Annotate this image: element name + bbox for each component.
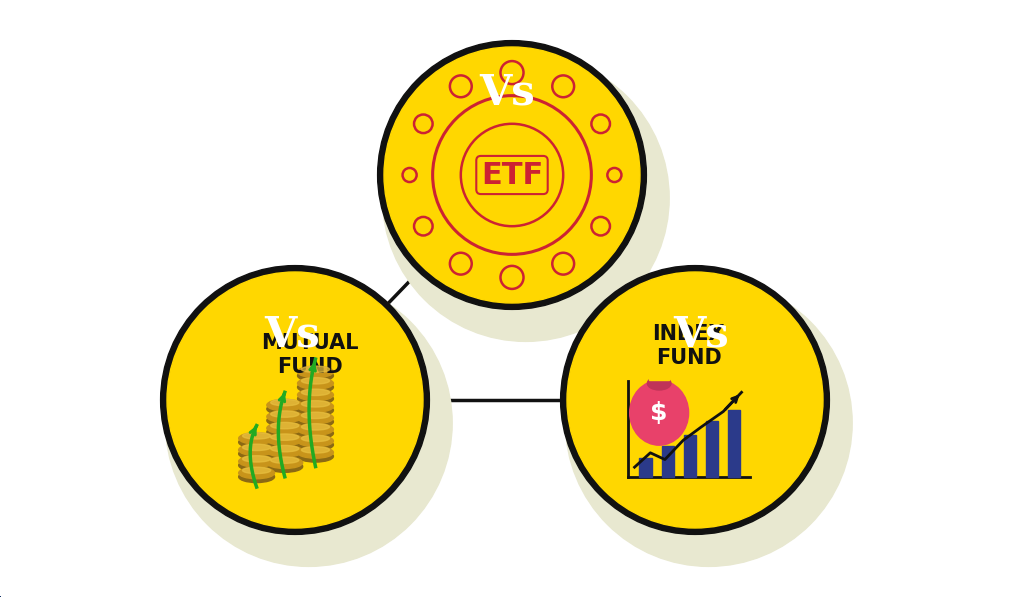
Ellipse shape: [301, 447, 330, 453]
Ellipse shape: [298, 377, 334, 389]
Ellipse shape: [270, 411, 299, 417]
Ellipse shape: [267, 423, 303, 434]
Ellipse shape: [239, 433, 274, 444]
Ellipse shape: [301, 366, 330, 373]
Ellipse shape: [239, 456, 274, 467]
Ellipse shape: [267, 438, 303, 450]
Ellipse shape: [270, 399, 299, 406]
Ellipse shape: [267, 450, 303, 461]
Text: ETF: ETF: [481, 161, 543, 189]
Ellipse shape: [243, 467, 270, 473]
Ellipse shape: [647, 377, 671, 390]
Ellipse shape: [267, 434, 303, 445]
Ellipse shape: [270, 434, 299, 441]
Circle shape: [384, 47, 640, 303]
Ellipse shape: [298, 405, 334, 416]
Ellipse shape: [298, 401, 334, 412]
Ellipse shape: [298, 435, 334, 447]
Ellipse shape: [243, 456, 270, 462]
Ellipse shape: [270, 423, 299, 429]
Bar: [649, 376, 670, 380]
Circle shape: [650, 374, 655, 378]
Ellipse shape: [239, 471, 274, 482]
Ellipse shape: [298, 381, 334, 393]
Ellipse shape: [298, 366, 334, 377]
Circle shape: [166, 279, 453, 567]
Ellipse shape: [298, 447, 334, 458]
Ellipse shape: [270, 457, 299, 463]
Text: MUTUAL
FUND: MUTUAL FUND: [261, 333, 359, 377]
Ellipse shape: [267, 426, 303, 438]
Circle shape: [161, 266, 429, 534]
Circle shape: [167, 272, 423, 528]
Ellipse shape: [267, 411, 303, 423]
Circle shape: [565, 279, 852, 567]
Bar: [728, 410, 740, 477]
Bar: [640, 457, 651, 477]
Ellipse shape: [298, 393, 334, 405]
Text: $: $: [650, 401, 668, 425]
Ellipse shape: [267, 403, 303, 415]
Ellipse shape: [298, 439, 334, 451]
Text: Vs: Vs: [479, 72, 535, 113]
Text: INDEX
FUND: INDEX FUND: [652, 324, 725, 368]
Circle shape: [378, 41, 646, 309]
Ellipse shape: [298, 412, 334, 424]
Ellipse shape: [239, 448, 274, 460]
Bar: [706, 421, 718, 477]
Ellipse shape: [298, 427, 334, 439]
Ellipse shape: [267, 461, 303, 472]
Text: Vs: Vs: [264, 313, 319, 355]
Ellipse shape: [298, 451, 334, 462]
Ellipse shape: [298, 389, 334, 401]
Ellipse shape: [298, 424, 334, 435]
Ellipse shape: [267, 457, 303, 469]
Circle shape: [664, 374, 668, 378]
Ellipse shape: [239, 467, 274, 479]
Ellipse shape: [267, 415, 303, 426]
Ellipse shape: [630, 380, 688, 445]
Ellipse shape: [301, 412, 330, 418]
Ellipse shape: [301, 435, 330, 442]
Circle shape: [382, 55, 670, 341]
Text: Vs: Vs: [674, 313, 729, 355]
Ellipse shape: [301, 401, 330, 407]
Bar: [684, 435, 696, 477]
Ellipse shape: [298, 416, 334, 427]
Ellipse shape: [267, 445, 303, 457]
Circle shape: [656, 374, 662, 378]
Ellipse shape: [243, 444, 270, 451]
Circle shape: [560, 266, 829, 534]
Ellipse shape: [239, 436, 274, 448]
Ellipse shape: [301, 377, 330, 384]
Ellipse shape: [267, 399, 303, 411]
Ellipse shape: [270, 445, 299, 452]
Circle shape: [567, 272, 823, 528]
Ellipse shape: [239, 460, 274, 471]
Ellipse shape: [243, 433, 270, 439]
Bar: [662, 446, 674, 477]
Ellipse shape: [298, 370, 334, 381]
Ellipse shape: [239, 444, 274, 456]
Ellipse shape: [301, 424, 330, 430]
Ellipse shape: [301, 389, 330, 396]
